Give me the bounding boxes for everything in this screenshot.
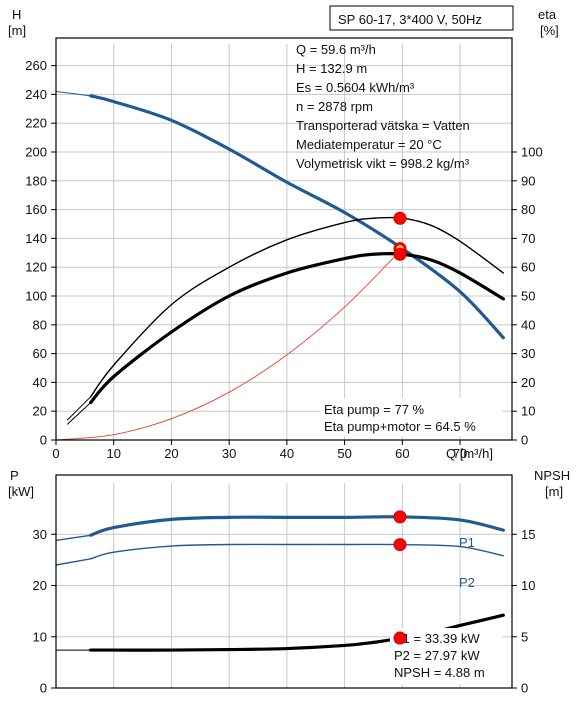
top-y-tick-label: 20	[33, 404, 47, 419]
bottom-y2-tick-label: 10	[521, 578, 535, 593]
top-operating-point-marker	[393, 211, 407, 225]
top-series-system	[55, 248, 403, 441]
top-y2-tick-label: 100	[521, 145, 543, 160]
info-line-n: n = 2878 rpm	[296, 99, 373, 114]
top-y-tick-label: 80	[33, 317, 47, 332]
top-y-tick-label: 200	[25, 145, 47, 160]
bottom-y-left-label-2: [kW]	[8, 484, 34, 499]
value-p2-text: P2 = 27.97 kW	[394, 648, 480, 663]
bottom-series-p2	[89, 543, 505, 560]
top-y2-tick-label: 30	[521, 346, 535, 361]
top-operating-point-marker	[393, 247, 407, 261]
series-label-p1: P1	[459, 535, 475, 550]
series-label-p2: P2	[459, 575, 475, 590]
top-y2-tick-label: 10	[521, 404, 535, 419]
bottom-y-right-label-1: NPSH	[534, 468, 570, 483]
bottom-operating-point-marker	[393, 510, 407, 524]
bottom-y-tick-label: 30	[33, 527, 47, 542]
top-plot-frame	[55, 37, 513, 441]
info-line-h: H = 132.9 m	[296, 61, 367, 76]
bottom-series-p1	[89, 515, 505, 537]
value-npsh-text: NPSH = 4.88 m	[394, 665, 485, 680]
top-x-label: Q [m³/h]	[446, 446, 493, 461]
top-y-tick-label: 0	[40, 433, 47, 448]
top-y2-tick-label: 60	[521, 260, 535, 275]
bottom-y-right-label-2: [m]	[545, 484, 563, 499]
top-series-eta-dashed-thin	[67, 396, 92, 421]
top-y2-tick-label: 90	[521, 173, 535, 188]
top-series-h	[89, 94, 505, 340]
top-y2-tick-label: 40	[521, 317, 535, 332]
bottom-operating-point-marker	[393, 631, 407, 645]
bottom-y2-tick-label: 15	[521, 527, 535, 542]
bottom-series-p1-dashed	[55, 534, 92, 542]
top-x-tick-label: 0	[52, 446, 59, 461]
bottom-y-left-label-1: P	[10, 468, 19, 483]
top-y-tick-label: 60	[33, 346, 47, 361]
top-y-tick-label: 40	[33, 375, 47, 390]
markers	[393, 211, 407, 645]
top-y2-tick-label: 70	[521, 231, 535, 246]
top-x-tick-label: 70	[453, 446, 467, 461]
top-y-right-label-1: eta	[538, 7, 557, 22]
top-x-tick-label: 30	[222, 446, 236, 461]
top-y-tick-label: 220	[25, 116, 47, 131]
top-y2-tick-label: 50	[521, 289, 535, 304]
values-text-bg	[390, 628, 502, 684]
eta-text-bg	[320, 398, 502, 436]
top-y2-tick-label: 80	[521, 202, 535, 217]
top-x-tick-label: 60	[395, 446, 409, 461]
top-y-left-label-1: H	[12, 7, 21, 22]
top-y-right-label-2: [%]	[540, 23, 559, 38]
bottom-series-p2-dashed	[55, 558, 92, 566]
bottom-y2-tick-label: 0	[521, 681, 528, 696]
bottom-plot-frame	[55, 474, 513, 689]
bottom-y2-tick-label: 5	[521, 629, 528, 644]
top-y-left-label-2: [m]	[8, 23, 26, 38]
top-y2-tick-label: 0	[521, 433, 528, 448]
top-y2-tick-label: 20	[521, 375, 535, 390]
top-y-tick-label: 180	[25, 173, 47, 188]
top-y-tick-label: 240	[25, 87, 47, 102]
top-y-tick-label: 120	[25, 260, 47, 275]
top-y-tick-label: 140	[25, 231, 47, 246]
info-line-q: Q = 59.6 m³/h	[296, 42, 376, 57]
top-grid	[56, 44, 512, 440]
bottom-operating-point-marker	[393, 538, 407, 552]
top-axes: 0 10 20 30 40 50 60 700204060801001201401601802…	[25, 37, 543, 461]
bottom-axes: 0 10 20 30 0 5 10 15	[33, 474, 535, 696]
top-series-eta-pump-motor	[89, 252, 505, 405]
top-x-tick-label: 40	[280, 446, 294, 461]
info-line-liquid: Transporterad vätska = Vatten	[296, 118, 470, 133]
info-line-es: Es = 0.5604 kWh/m³	[296, 80, 415, 95]
top-series-h-dashed	[55, 91, 92, 97]
bottom-y-tick-label: 0	[40, 681, 47, 696]
top-x-tick-label: 10	[106, 446, 120, 461]
top-y-tick-label: 160	[25, 202, 47, 217]
top-x-tick-label: 50	[337, 446, 351, 461]
eta-pump-text: Eta pump = 77 %	[324, 402, 425, 417]
top-series-eta-pump	[89, 216, 505, 398]
info-line-temp: Mediatemperatur = 20 °C	[296, 137, 442, 152]
bottom-y-tick-label: 10	[33, 629, 47, 644]
top-y-tick-label: 260	[25, 58, 47, 73]
top-series-eta-dashed-thick	[67, 402, 92, 425]
top-x-tick-label: 20	[164, 446, 178, 461]
eta-pump-motor-text: Eta pump+motor = 64.5 %	[324, 419, 476, 434]
bottom-y-tick-label: 20	[33, 578, 47, 593]
top-y-tick-label: 100	[25, 289, 47, 304]
title-text: SP 60-17, 3*400 V, 50Hz	[338, 12, 482, 27]
top-series	[55, 91, 505, 441]
value-p1-text: P1 = 33.39 kW	[394, 631, 480, 646]
title-box	[329, 5, 514, 31]
info-line-density: Volymetrisk vikt = 998.2 kg/m³	[296, 156, 470, 171]
info-block: Q = 59.6 m³/h H = 132.9 m Es = 0.5604 kW…	[296, 42, 470, 171]
